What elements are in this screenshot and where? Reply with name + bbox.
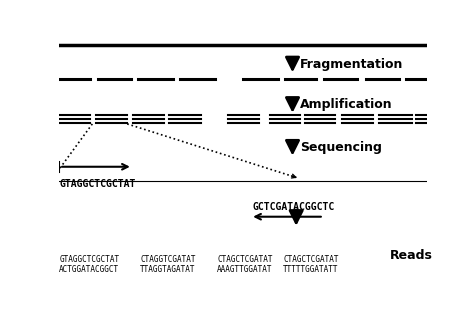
Text: GTAGGCTCGCTAT: GTAGGCTCGCTAT (59, 179, 136, 189)
Text: Amplification: Amplification (300, 98, 392, 111)
Text: CTAGGTCGATAT
TTAGGTAGATAT: CTAGGTCGATAT TTAGGTAGATAT (140, 255, 196, 274)
Text: Reads: Reads (390, 249, 433, 262)
Text: GCTCGATACGGCTC: GCTCGATACGGCTC (252, 202, 334, 212)
Text: GTAGGCTCGCTAT
ACTGGATACGGCT: GTAGGCTCGCTAT ACTGGATACGGCT (59, 255, 119, 274)
Text: Fragmentation: Fragmentation (300, 58, 403, 71)
Text: CTAGCTCGATAT
TTTTTGGATATT: CTAGCTCGATAT TTTTTGGATATT (283, 255, 339, 274)
Text: CTAGCTCGATAT
AAAGTTGGATAT: CTAGCTCGATAT AAAGTTGGATAT (217, 255, 273, 274)
Text: Sequencing: Sequencing (300, 141, 382, 154)
